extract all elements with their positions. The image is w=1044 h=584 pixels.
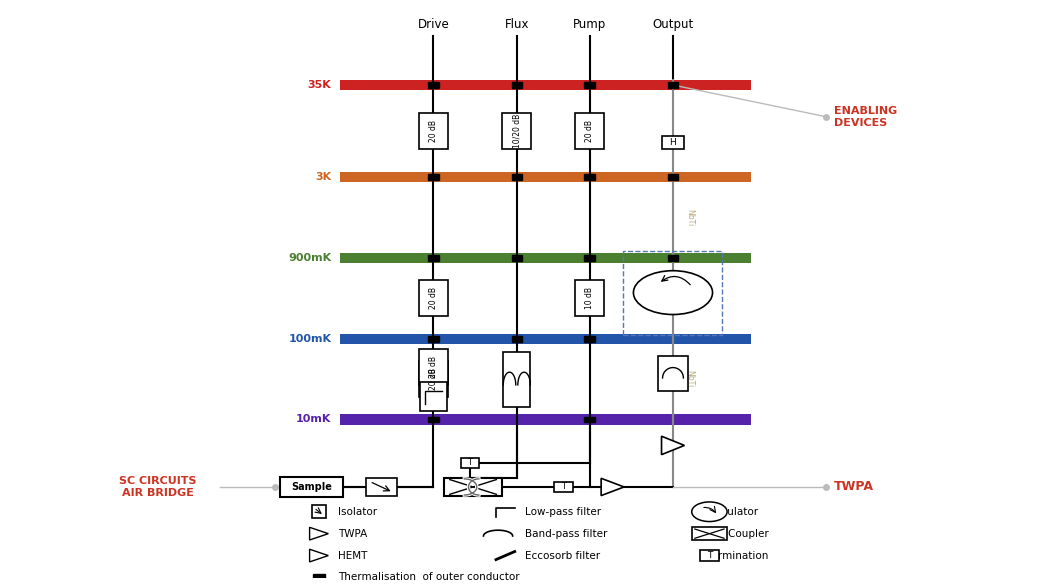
- Bar: [460, 457, 479, 468]
- Text: Output: Output: [652, 18, 693, 31]
- Text: Termination: Termination: [708, 551, 768, 561]
- Bar: [419, 280, 448, 317]
- Bar: [512, 175, 522, 180]
- Bar: [339, 414, 751, 425]
- Bar: [503, 352, 530, 406]
- Text: ENABLING
DEVICES: ENABLING DEVICES: [834, 106, 898, 127]
- Bar: [428, 175, 438, 180]
- Bar: [554, 482, 573, 492]
- Polygon shape: [662, 436, 685, 455]
- Text: Circulator: Circulator: [708, 507, 758, 517]
- Circle shape: [634, 271, 713, 315]
- Bar: [281, 477, 342, 497]
- Bar: [668, 82, 679, 88]
- Text: 20 dB: 20 dB: [429, 368, 438, 390]
- Bar: [585, 336, 595, 342]
- Text: SC CIRCUITS
AIR BRIDGE: SC CIRCUITS AIR BRIDGE: [119, 476, 196, 498]
- Bar: [312, 505, 327, 518]
- Text: Pump: Pump: [573, 18, 607, 31]
- Bar: [512, 82, 522, 88]
- Text: 20 dB: 20 dB: [429, 120, 438, 142]
- Bar: [585, 416, 595, 422]
- Bar: [668, 175, 679, 180]
- Polygon shape: [601, 478, 624, 496]
- Bar: [428, 416, 438, 422]
- Text: 100mK: 100mK: [288, 333, 331, 344]
- Bar: [428, 255, 438, 261]
- Polygon shape: [310, 549, 328, 562]
- Bar: [585, 175, 595, 180]
- Text: NbTi: NbTi: [686, 209, 694, 226]
- Text: 35K: 35K: [308, 80, 331, 90]
- Text: Sample: Sample: [291, 482, 332, 492]
- Text: T: T: [468, 458, 473, 467]
- Bar: [659, 356, 688, 391]
- Polygon shape: [310, 527, 328, 540]
- Text: Eccosorb filter: Eccosorb filter: [525, 551, 600, 561]
- Text: Dir. Coupler: Dir. Coupler: [708, 529, 769, 538]
- Bar: [419, 361, 448, 397]
- Bar: [575, 280, 604, 317]
- Bar: [339, 80, 751, 90]
- Text: Band-pass filter: Band-pass filter: [525, 529, 608, 538]
- Text: 10mK: 10mK: [296, 415, 331, 425]
- Text: 20 dB: 20 dB: [586, 120, 594, 142]
- Text: Drive: Drive: [418, 18, 449, 31]
- Bar: [313, 574, 326, 581]
- Bar: [420, 383, 447, 411]
- Circle shape: [692, 502, 727, 522]
- Text: 10/20 dB: 10/20 dB: [513, 114, 521, 148]
- Text: NbTi: NbTi: [686, 370, 694, 388]
- Bar: [428, 82, 438, 88]
- Text: TWPA: TWPA: [834, 481, 875, 493]
- Text: 20 dB: 20 dB: [429, 287, 438, 310]
- Text: TWPA: TWPA: [337, 529, 366, 538]
- Text: 900mK: 900mK: [288, 253, 331, 263]
- Bar: [575, 113, 604, 149]
- Bar: [339, 172, 751, 182]
- Text: 10 dB: 10 dB: [586, 287, 594, 310]
- Bar: [585, 82, 595, 88]
- Text: 20 dB: 20 dB: [429, 356, 438, 378]
- Bar: [339, 333, 751, 344]
- Bar: [512, 336, 522, 342]
- Bar: [662, 136, 685, 149]
- Text: Low-pass filter: Low-pass filter: [525, 507, 601, 517]
- Bar: [444, 478, 502, 496]
- Bar: [692, 527, 727, 540]
- Text: T: T: [707, 551, 712, 560]
- Bar: [428, 336, 438, 342]
- Text: Flux: Flux: [504, 18, 529, 31]
- Text: HEMT: HEMT: [337, 551, 367, 561]
- Text: Thermalisation  of outer conductor: Thermalisation of outer conductor: [337, 572, 519, 582]
- Bar: [585, 255, 595, 261]
- Text: NbT: NbT: [686, 279, 694, 294]
- Bar: [419, 113, 448, 149]
- Bar: [668, 255, 679, 261]
- Text: H: H: [669, 138, 677, 147]
- Text: Isolator: Isolator: [337, 507, 377, 517]
- Text: T: T: [561, 482, 566, 492]
- Bar: [701, 550, 718, 561]
- Bar: [365, 478, 397, 496]
- Bar: [623, 251, 721, 335]
- Bar: [502, 113, 531, 149]
- Bar: [339, 253, 751, 263]
- Bar: [512, 255, 522, 261]
- Text: 3K: 3K: [315, 172, 331, 182]
- Bar: [419, 349, 448, 385]
